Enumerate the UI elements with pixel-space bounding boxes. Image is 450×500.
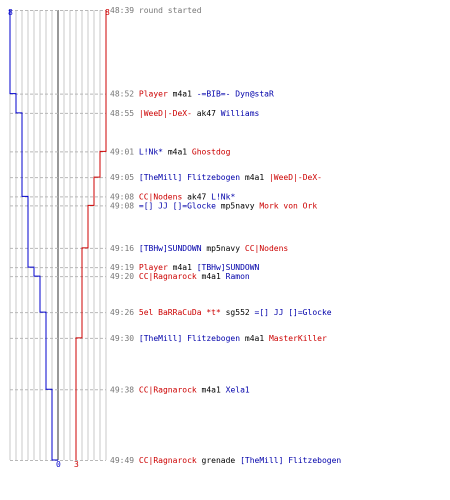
- event-weapon: mp5navy: [216, 201, 255, 210]
- event-entry: 49:49 CC|Ragnarock grenade [TheMill] Fli…: [110, 456, 341, 465]
- event-weapon: m4a1: [240, 173, 264, 182]
- event-time: 48:39: [110, 6, 134, 15]
- event-victim: =[] JJ []=Glocke: [250, 308, 332, 317]
- event-killer: 5el BaRRaCuDa *t*: [134, 308, 221, 317]
- event-time: 49:30: [110, 334, 134, 343]
- event-entry: 48:55 |WeeD|-DeX- ak47 Williams: [110, 109, 260, 118]
- event-entry: 48:52 Player m4a1 -=BIB=- Dyn@staR: [110, 90, 274, 99]
- event-weapon: sg552: [221, 308, 250, 317]
- event-entry: 49:30 [TheMill] Flitzebogen m4a1 MasterK…: [110, 334, 327, 343]
- blue-team-alive-line: [9, 10, 58, 461]
- event-log: 48:39 round started 48:52 Player m4a1 -=B…: [110, 6, 341, 465]
- event-entry: 49:08 =[] JJ []=Glocke mp5navy Mork von …: [110, 201, 317, 210]
- red-start-count: 8: [105, 8, 110, 17]
- event-weapon: m4a1: [163, 147, 187, 156]
- event-killer: |WeeD|-DeX-: [134, 109, 192, 118]
- event-time: 49:08: [110, 192, 134, 201]
- event-entry: 48:39 round started: [110, 6, 202, 15]
- event-time: 49:38: [110, 385, 134, 394]
- event-victim: |WeeD|-DeX-: [264, 173, 322, 182]
- event-time: 49:20: [110, 272, 134, 281]
- event-victim: Ghostdog: [187, 147, 231, 156]
- event-time: 49:05: [110, 173, 134, 182]
- event-victim: [TBHw]SUNDOWN: [192, 263, 260, 272]
- grid-vertical-lines: [9, 10, 107, 460]
- event-weapon: ak47: [192, 109, 216, 118]
- event-time: 49:19: [110, 263, 134, 272]
- event-time: 49:01: [110, 147, 134, 156]
- event-killer: L!Nk*: [134, 147, 163, 156]
- event-killer: =[] JJ []=Glocke: [134, 201, 216, 210]
- event-killer: CC|Ragnarock: [134, 272, 197, 281]
- event-victim: Williams: [216, 109, 260, 118]
- event-killer: CC|Nodens: [134, 192, 182, 201]
- event-entry: 49:19 Player m4a1 [TBHw]SUNDOWN: [110, 263, 260, 272]
- red-team-alive-line: [75, 10, 107, 460]
- event-entry: 49:01 L!Nk* m4a1 Ghostdog: [110, 147, 231, 156]
- event-weapon: grenade: [197, 456, 236, 465]
- blue-start-count: 8: [8, 8, 13, 17]
- event-time: 48:52: [110, 90, 134, 99]
- event-time: 49:16: [110, 244, 134, 253]
- event-victim: CC|Nodens: [240, 244, 288, 253]
- event-weapon: m4a1: [197, 385, 221, 394]
- event-weapon: m4a1: [197, 272, 221, 281]
- event-entry: 49:08 CC|Nodens ak47 L!Nk*: [110, 192, 235, 201]
- event-weapon: ak47: [182, 192, 206, 201]
- event-killer: [TheMill] Flitzebogen: [134, 334, 240, 343]
- event-killer: CC|Ragnarock: [134, 385, 197, 394]
- event-weapon: m4a1: [168, 90, 192, 99]
- event-time: 49:26: [110, 308, 134, 317]
- blue-end-count: 0: [56, 460, 61, 469]
- event-victim: L!Nk*: [206, 192, 235, 201]
- event-time: 49:08: [110, 201, 134, 210]
- event-time: 49:49: [110, 456, 134, 465]
- event-victim: Ramon: [221, 272, 250, 281]
- event-killer: [TheMill] Flitzebogen: [134, 173, 240, 182]
- event-victim: Mork von Ork: [255, 201, 318, 210]
- event-victim: [TheMill] Flitzebogen: [235, 456, 341, 465]
- event-note: round started: [134, 6, 202, 15]
- event-entry: 49:38 CC|Ragnarock m4a1 Xela1: [110, 385, 250, 394]
- event-weapon: mp5navy: [202, 244, 241, 253]
- event-weapon: m4a1: [168, 263, 192, 272]
- event-killer: Player: [134, 90, 168, 99]
- red-end-count: 3: [74, 460, 79, 469]
- event-entry: 49:20 CC|Ragnarock m4a1 Ramon: [110, 272, 250, 281]
- event-time: 48:55: [110, 109, 134, 118]
- event-killer: [TBHw]SUNDOWN: [134, 244, 202, 253]
- event-killer: Player: [134, 263, 168, 272]
- event-victim: -=BIB=- Dyn@staR: [192, 90, 274, 99]
- event-victim: MasterKiller: [264, 334, 327, 343]
- event-killer: CC|Ragnarock: [134, 456, 197, 465]
- event-entry: 49:05 [TheMill] Flitzebogen m4a1 |WeeD|-…: [110, 173, 322, 182]
- event-weapon: m4a1: [240, 334, 264, 343]
- event-entry: 49:26 5el BaRRaCuDa *t* sg552 =[] JJ []=…: [110, 308, 332, 317]
- event-victim: Xela1: [221, 385, 250, 394]
- event-entry: 49:16 [TBHw]SUNDOWN mp5navy CC|Nodens: [110, 244, 288, 253]
